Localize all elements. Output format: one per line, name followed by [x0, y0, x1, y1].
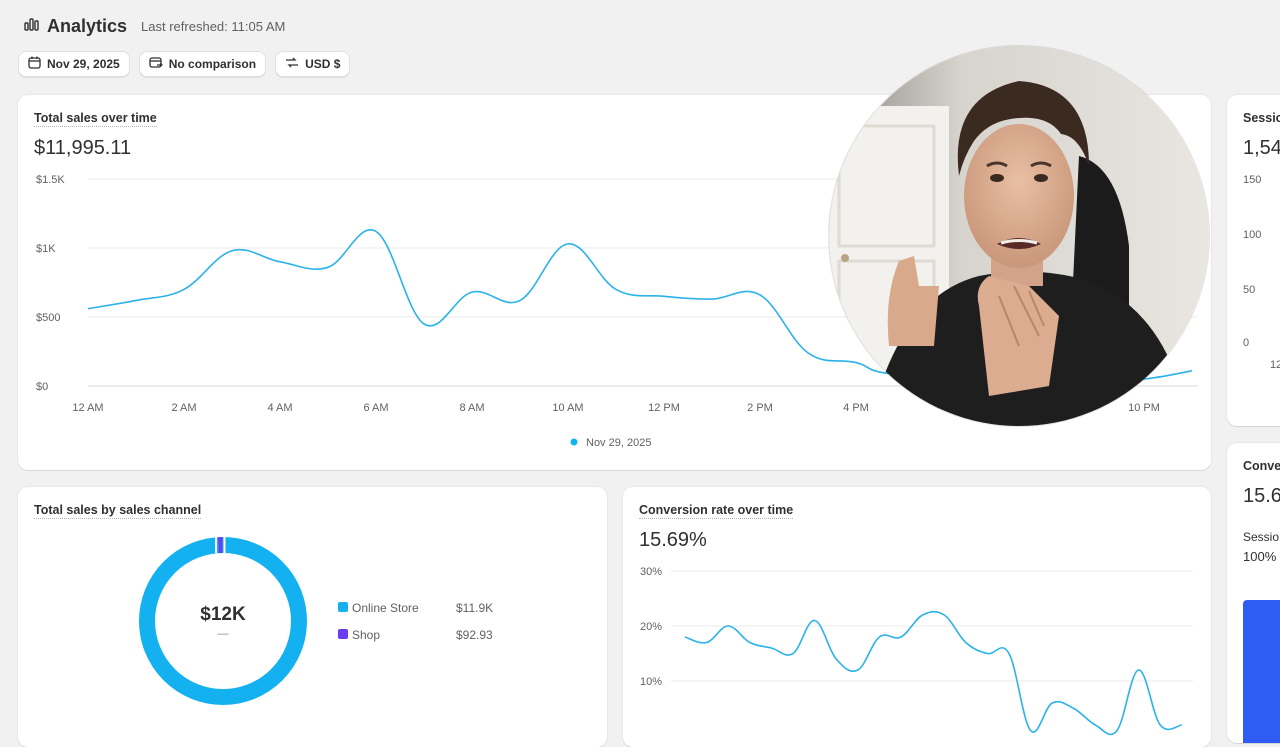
- x-tick: 6 AM: [363, 402, 388, 414]
- page-header: Analytics Last refreshed: 11:05 AM: [24, 14, 285, 38]
- comparison-filter-button[interactable]: No comparison: [139, 51, 266, 77]
- y-tick: $0: [36, 381, 48, 393]
- sales-channel-card: Total sales by sales channel $12K — Onli…: [18, 487, 607, 747]
- sales-channel-donut: $12K — Online Store $11.9K Shop $92.93: [18, 487, 607, 747]
- conversion-side-title[interactable]: Conve: [1243, 459, 1280, 474]
- donut-center-sub: —: [218, 628, 229, 640]
- legend-swatch-online-store: [338, 602, 348, 612]
- x-tick: 12 AM: [72, 402, 103, 414]
- currency-filter-button[interactable]: USD $: [275, 51, 350, 77]
- conversion-grid: [671, 571, 1193, 681]
- legend-value-online-store: $11.9K: [456, 601, 493, 615]
- y-tick: 20%: [640, 621, 662, 633]
- filter-bar: Nov 29, 2025 No comparison USD $: [18, 51, 350, 77]
- sessions-sub-label: Sessio: [1243, 530, 1279, 544]
- last-refreshed-label: Last refreshed: 11:05 AM: [141, 19, 285, 34]
- calendar-compare-icon: [149, 56, 163, 72]
- comparison-filter-label: No comparison: [169, 57, 256, 71]
- conversion-side-card: Conve 15.6 Sessio 100%: [1227, 443, 1280, 743]
- presenter-video-frame: [829, 46, 1209, 426]
- presenter-webcam: [829, 46, 1209, 426]
- y-tick: 0: [1243, 337, 1249, 349]
- x-tick: 10 PM: [1128, 402, 1160, 414]
- y-tick: $1K: [36, 243, 56, 255]
- page-title: Analytics: [47, 16, 127, 37]
- currency-swap-icon: [285, 56, 299, 72]
- legend-value-shop: $92.93: [456, 628, 493, 642]
- x-tick: 12: [1270, 359, 1280, 371]
- y-tick: 50: [1243, 284, 1255, 296]
- legend-dot: [571, 439, 578, 446]
- legend-label[interactable]: Nov 29, 2025: [586, 437, 651, 449]
- bar-chart-icon: [24, 17, 39, 36]
- y-tick: 10%: [640, 676, 662, 688]
- donut-center-value: $12K: [200, 604, 246, 625]
- sessions-sub-value: 100%: [1243, 549, 1276, 564]
- conversion-rate-card: Conversion rate over time 15.69% 30% 20%…: [623, 487, 1211, 747]
- y-tick: $1.5K: [36, 174, 65, 186]
- x-tick: 10 AM: [552, 402, 583, 414]
- date-filter-label: Nov 29, 2025: [47, 57, 120, 71]
- y-tick: 100: [1243, 229, 1261, 241]
- x-tick: 8 AM: [459, 402, 484, 414]
- x-tick: 4 PM: [843, 402, 869, 414]
- y-tick: $500: [36, 312, 60, 324]
- legend-label-shop: Shop: [352, 628, 380, 642]
- conversion-series-line: [685, 612, 1182, 735]
- x-tick: 2 PM: [747, 402, 773, 414]
- y-tick: 150: [1243, 174, 1261, 186]
- currency-filter-label: USD $: [305, 57, 340, 71]
- sessions-card: Sessio 1,54 150 100 50 0 12: [1227, 95, 1280, 426]
- x-tick: 12 PM: [648, 402, 680, 414]
- legend-swatch-shop: [338, 629, 348, 639]
- legend-label-online-store: Online Store: [352, 601, 419, 615]
- y-tick: 30%: [640, 566, 662, 578]
- x-tick: 4 AM: [267, 402, 292, 414]
- sessions-chart: 150 100 50 0 12: [1227, 95, 1280, 426]
- conversion-side-value: 15.6: [1243, 485, 1280, 508]
- x-tick: 2 AM: [171, 402, 196, 414]
- calendar-icon: [28, 56, 41, 72]
- conversion-rate-chart: 30% 20% 10%: [623, 487, 1211, 747]
- date-filter-button[interactable]: Nov 29, 2025: [18, 51, 130, 77]
- funnel-bar: [1243, 600, 1280, 743]
